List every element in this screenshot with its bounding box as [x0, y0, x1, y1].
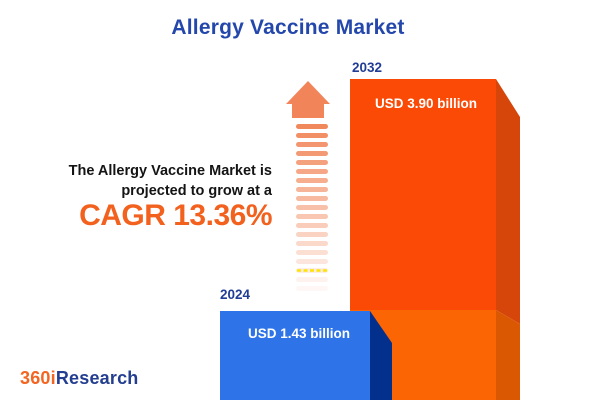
bar-2032-side-top: [496, 79, 520, 324]
growth-arrow-stripe: [296, 178, 328, 183]
growth-arrow-stripe: [296, 214, 328, 219]
growth-arrow-stripe: [296, 133, 328, 138]
growth-arrow-stripe: [296, 259, 328, 264]
growth-arrow-stripe: [296, 241, 328, 246]
cagr-value: CAGR 13.36%: [79, 199, 272, 232]
growth-arrow-head-icon: [286, 81, 330, 118]
growth-arrow-stripe: [296, 151, 328, 156]
growth-arrow-stripe: [296, 187, 328, 192]
growth-arrow-stripe: [296, 142, 328, 147]
bar-2032-side-bottom: [496, 310, 520, 400]
logo-suffix: Research: [55, 368, 139, 388]
growth-arrow-stripe: [296, 196, 328, 201]
growth-tagline-line1: The Allergy Vaccine Market is: [68, 163, 272, 179]
growth-tagline-line2: projected to grow at a: [121, 183, 272, 199]
growth-arrow-stripe: [296, 277, 328, 282]
growth-arrow-stripe: [296, 124, 328, 129]
growth-arrow-stripe: [296, 286, 328, 291]
bar-2032-front-top: [350, 79, 496, 310]
growth-arrow-stripe: [296, 169, 328, 174]
bar-2024-value-label: USD 1.43 billion: [248, 326, 351, 341]
growth-arrow-stripe: [296, 223, 328, 228]
bar-2024-front: [220, 311, 370, 400]
bar-2032-value-label: USD 3.90 billion: [375, 96, 478, 111]
growth-arrow-stripe: [296, 205, 328, 210]
growth-arrow-stripe: [296, 250, 328, 255]
bar-2024-side: [370, 311, 392, 400]
growth-tagline: The Allergy Vaccine Market is projected …: [38, 161, 272, 201]
company-logo: 360iResearch: [20, 368, 139, 389]
logo-prefix: 360i: [20, 368, 56, 388]
growth-arrow-stripes: [296, 124, 328, 291]
growth-arrow-stripe: [296, 160, 328, 165]
page-title: Allergy Vaccine Market: [171, 16, 405, 39]
bar-2024-year-label: 2024: [220, 287, 251, 302]
growth-arrow-stripe: [296, 232, 328, 237]
bar-2032-year-label: 2032: [352, 60, 383, 75]
